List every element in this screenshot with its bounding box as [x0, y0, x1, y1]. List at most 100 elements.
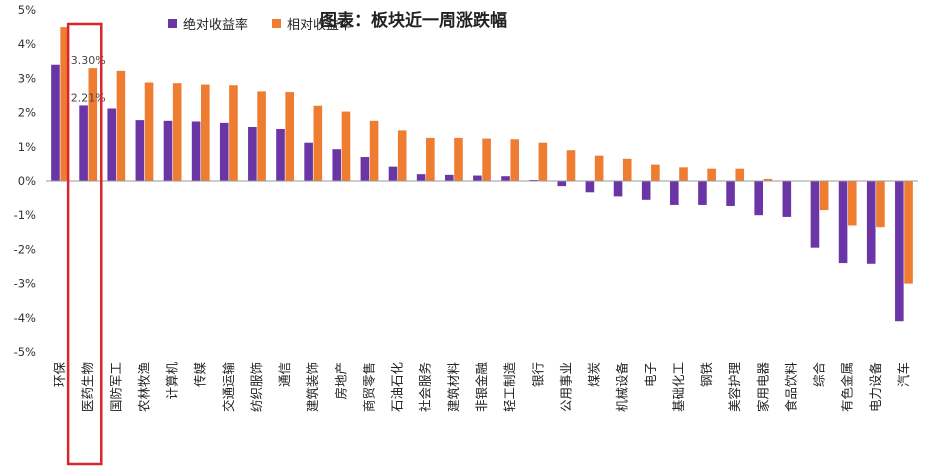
bar-relative [144, 82, 154, 181]
bar-relative [285, 92, 294, 181]
bar-absolute [51, 64, 60, 181]
y-tick-label: -4% [14, 311, 36, 325]
bar-relative [229, 85, 238, 181]
bar-absolute [444, 174, 454, 181]
bar-absolute [585, 181, 595, 193]
data-label: 3.30% [71, 54, 106, 67]
category-label: 商贸零售 [361, 362, 376, 412]
bar-relative [397, 130, 407, 181]
bar-relative [904, 181, 913, 284]
bar-relative [257, 91, 266, 181]
bar-absolute [163, 120, 173, 181]
bar-absolute [79, 105, 88, 181]
bar-relative [538, 142, 548, 181]
category-label: 轻工制造 [502, 362, 517, 413]
bar-absolute [191, 121, 201, 181]
legend-swatch-relative [272, 19, 281, 28]
category-label: 纺织服饰 [249, 362, 264, 412]
category-label: 煤炭 [587, 362, 602, 387]
category-label: 综合 [812, 362, 827, 388]
bar-absolute [726, 181, 735, 206]
bar-relative [369, 120, 379, 181]
category-label: 电力设备 [868, 362, 883, 413]
bar-absolute [473, 175, 482, 181]
category-label: 交通运输 [221, 362, 236, 413]
bar-absolute [895, 181, 904, 322]
category-label: 机械设备 [615, 362, 630, 413]
bar-relative [594, 155, 604, 181]
bar-relative [510, 139, 520, 181]
bar-absolute [416, 174, 426, 181]
bar-absolute [529, 179, 538, 181]
legend-label-relative: 相对收益率 [287, 18, 353, 33]
bar-absolute [304, 142, 313, 181]
bar-absolute [754, 181, 763, 216]
category-label: 医药生物 [80, 362, 95, 412]
bar-relative [566, 150, 576, 181]
bar-absolute [501, 176, 510, 181]
category-label: 美容护理 [727, 362, 742, 413]
legend-item-relative: 相对收益率 [272, 14, 352, 33]
category-label: 社会服务 [418, 362, 433, 412]
category-label: 电子 [643, 362, 658, 387]
bar-relative [763, 178, 773, 181]
y-tick-label: 4% [18, 37, 36, 51]
category-label: 非银金融 [474, 362, 489, 413]
bar-relative [482, 138, 491, 181]
bar-relative [172, 83, 182, 181]
bar-absolute [360, 157, 370, 181]
legend-label-absolute: 绝对收益率 [183, 18, 249, 33]
bar-relative [341, 111, 351, 181]
bar-absolute [613, 181, 623, 197]
bar-absolute [388, 166, 398, 181]
y-tick-label: 3% [18, 71, 36, 85]
bar-relative [116, 70, 126, 181]
bar-relative [679, 167, 688, 181]
bar-absolute [641, 181, 651, 200]
category-label: 有色金属 [840, 362, 855, 412]
category-label: 房地产 [333, 362, 348, 400]
highlight-box [66, 22, 103, 466]
category-label: 农林牧渔 [136, 362, 151, 412]
bar-absolute [557, 181, 567, 187]
category-label: 公用事业 [558, 362, 573, 412]
bar-relative [201, 84, 210, 181]
bar-relative [735, 168, 745, 181]
category-label: 通信 [277, 362, 292, 387]
category-label: 汽车 [896, 362, 911, 387]
y-tick-label: 2% [18, 106, 36, 120]
bar-relative [454, 137, 463, 181]
bar-absolute [276, 129, 285, 181]
bar-relative [707, 168, 716, 181]
legend-swatch-absolute [168, 19, 177, 28]
y-tick-label: -3% [14, 277, 36, 291]
y-tick-label: -2% [14, 242, 36, 256]
category-label: 建筑装饰 [305, 362, 320, 412]
category-label: 计算机 [165, 362, 180, 400]
category-label: 建筑材料 [446, 362, 461, 413]
bar-absolute [782, 181, 792, 217]
y-tick-label: 0% [18, 174, 36, 188]
bar-absolute [219, 122, 229, 181]
bar-absolute [135, 120, 145, 181]
bar-absolute [838, 181, 848, 264]
bar-relative [819, 181, 829, 211]
category-label: 银行 [530, 362, 545, 387]
y-tick-label: 5% [18, 3, 36, 17]
y-tick-label: -1% [14, 208, 36, 222]
bar-absolute [107, 108, 117, 181]
chart-title: 图表：板块近一周涨跌幅 [320, 11, 507, 31]
category-label: 国防军工 [108, 362, 123, 412]
y-tick-label: -5% [14, 345, 36, 359]
bar-absolute [670, 181, 679, 205]
y-tick-label: 1% [18, 140, 36, 154]
bar-relative [651, 164, 660, 181]
bar-relative [60, 27, 69, 181]
bar-absolute [248, 126, 257, 181]
category-label: 基础化工 [671, 362, 686, 412]
category-label: 家用电器 [755, 362, 770, 413]
legend-item-absolute: 绝对收益率 [168, 14, 248, 33]
bar-relative [622, 158, 632, 181]
bar-absolute [698, 181, 707, 205]
